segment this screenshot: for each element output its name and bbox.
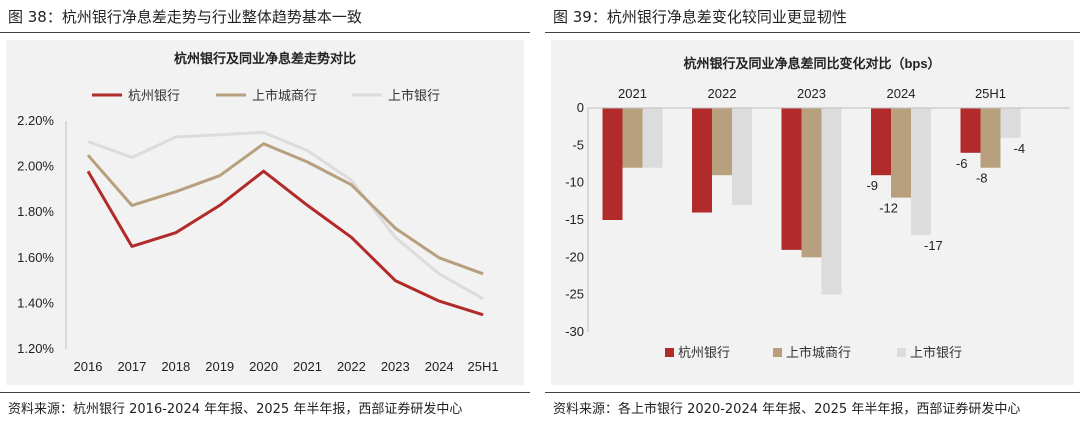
y-tick-label: -30 xyxy=(565,324,584,339)
data-label: -8 xyxy=(976,171,988,186)
series-line xyxy=(86,169,484,317)
chart-title: 杭州银行及同业净息差走势对比 xyxy=(174,51,356,66)
figure-39-panel: 图 39：杭州银行净息差变化较同业更显韧性 杭州银行及同业净息差同比变化对比（b… xyxy=(545,0,1080,425)
y-tick-label: 1.20% xyxy=(17,341,54,356)
data-label: -17 xyxy=(924,238,943,253)
bar xyxy=(821,108,842,295)
legend-swatch xyxy=(665,348,674,357)
x-tick-label: 2024 xyxy=(887,86,916,101)
chart-background xyxy=(6,40,524,385)
figure-38-panel: 图 38：杭州银行净息差走势与行业整体趋势基本一致 杭州银行及同业净息差走势对比… xyxy=(0,0,530,425)
bar xyxy=(980,108,1001,168)
source-note: 资料来源：杭州银行 2016-2024 年年报、2025 年半年报，西部证券研发… xyxy=(8,402,463,417)
bar xyxy=(1000,108,1021,138)
bar xyxy=(871,108,891,176)
legend-label: 杭州银行 xyxy=(678,345,730,360)
top-rule xyxy=(545,32,1080,33)
legend-label: 上市城商行 xyxy=(252,88,317,103)
x-tick-label: 2018 xyxy=(161,359,190,374)
x-tick-label: 2021 xyxy=(618,86,647,101)
bar xyxy=(911,108,931,235)
bar xyxy=(622,108,643,168)
top-rule xyxy=(0,32,530,33)
bar xyxy=(781,108,802,250)
series-line xyxy=(86,142,484,276)
x-tick-label: 2024 xyxy=(425,359,454,374)
y-tick-label: -15 xyxy=(565,212,584,227)
x-tick-label: 2022 xyxy=(708,86,737,101)
y-tick-label: 1.80% xyxy=(17,204,54,219)
bar xyxy=(960,108,981,153)
bar xyxy=(692,108,712,213)
figure-title: 图 38：杭州银行净息差走势与行业整体趋势基本一致 xyxy=(8,8,362,26)
legend-label: 上市城商行 xyxy=(786,345,851,360)
bar xyxy=(712,108,732,176)
y-tick-label: -5 xyxy=(572,137,584,152)
x-tick-label: 2016 xyxy=(74,359,103,374)
x-tick-label: 2023 xyxy=(381,359,410,374)
bar xyxy=(602,108,623,220)
x-tick-label: 25H1 xyxy=(468,359,499,374)
figure-title: 图 39：杭州银行净息差变化较同业更显韧性 xyxy=(553,8,847,26)
data-label: -4 xyxy=(1014,141,1026,156)
bar xyxy=(801,108,822,258)
legend-label: 杭州银行 xyxy=(128,88,180,103)
y-tick-label: -20 xyxy=(565,249,584,264)
bar xyxy=(732,108,752,206)
y-tick-label: 0 xyxy=(577,100,584,115)
y-tick-label: -25 xyxy=(565,287,584,302)
legend-label: 上市银行 xyxy=(910,345,962,360)
bottom-rule xyxy=(0,392,530,393)
x-tick-label: 2022 xyxy=(337,359,366,374)
y-tick-label: 1.60% xyxy=(17,250,54,265)
bar xyxy=(642,108,663,168)
y-tick-label: 2.00% xyxy=(17,159,54,174)
x-tick-label: 2019 xyxy=(205,359,234,374)
x-tick-label: 2020 xyxy=(249,359,278,374)
data-label: -9 xyxy=(866,178,878,193)
legend-swatch xyxy=(897,348,906,357)
data-label: -6 xyxy=(956,156,968,171)
legend-label: 上市银行 xyxy=(388,88,440,103)
chart-title: 杭州银行及同业净息差同比变化对比（bps） xyxy=(683,56,940,71)
source-note: 资料来源：各上市银行 2020-2024 年年报、2025 年半年报，西部证券研… xyxy=(553,402,1021,417)
bar-chart: 杭州银行及同业净息差同比变化对比（bps） -30 -25 -20 -15 -10 -5 0 2… xyxy=(565,56,1070,360)
data-label: -12 xyxy=(879,201,898,216)
y-tick-label: -10 xyxy=(565,175,584,190)
bottom-rule xyxy=(545,392,1080,393)
y-tick-label: 2.20% xyxy=(17,113,54,128)
y-tick-label: 1.40% xyxy=(17,295,54,310)
bar xyxy=(891,108,911,198)
x-tick-label: 2023 xyxy=(797,86,826,101)
x-tick-label: 25H1 xyxy=(975,86,1006,101)
x-tick-label: 2017 xyxy=(117,359,146,374)
legend-swatch xyxy=(773,348,782,357)
x-tick-label: 2021 xyxy=(293,359,322,374)
series-line xyxy=(87,130,484,301)
